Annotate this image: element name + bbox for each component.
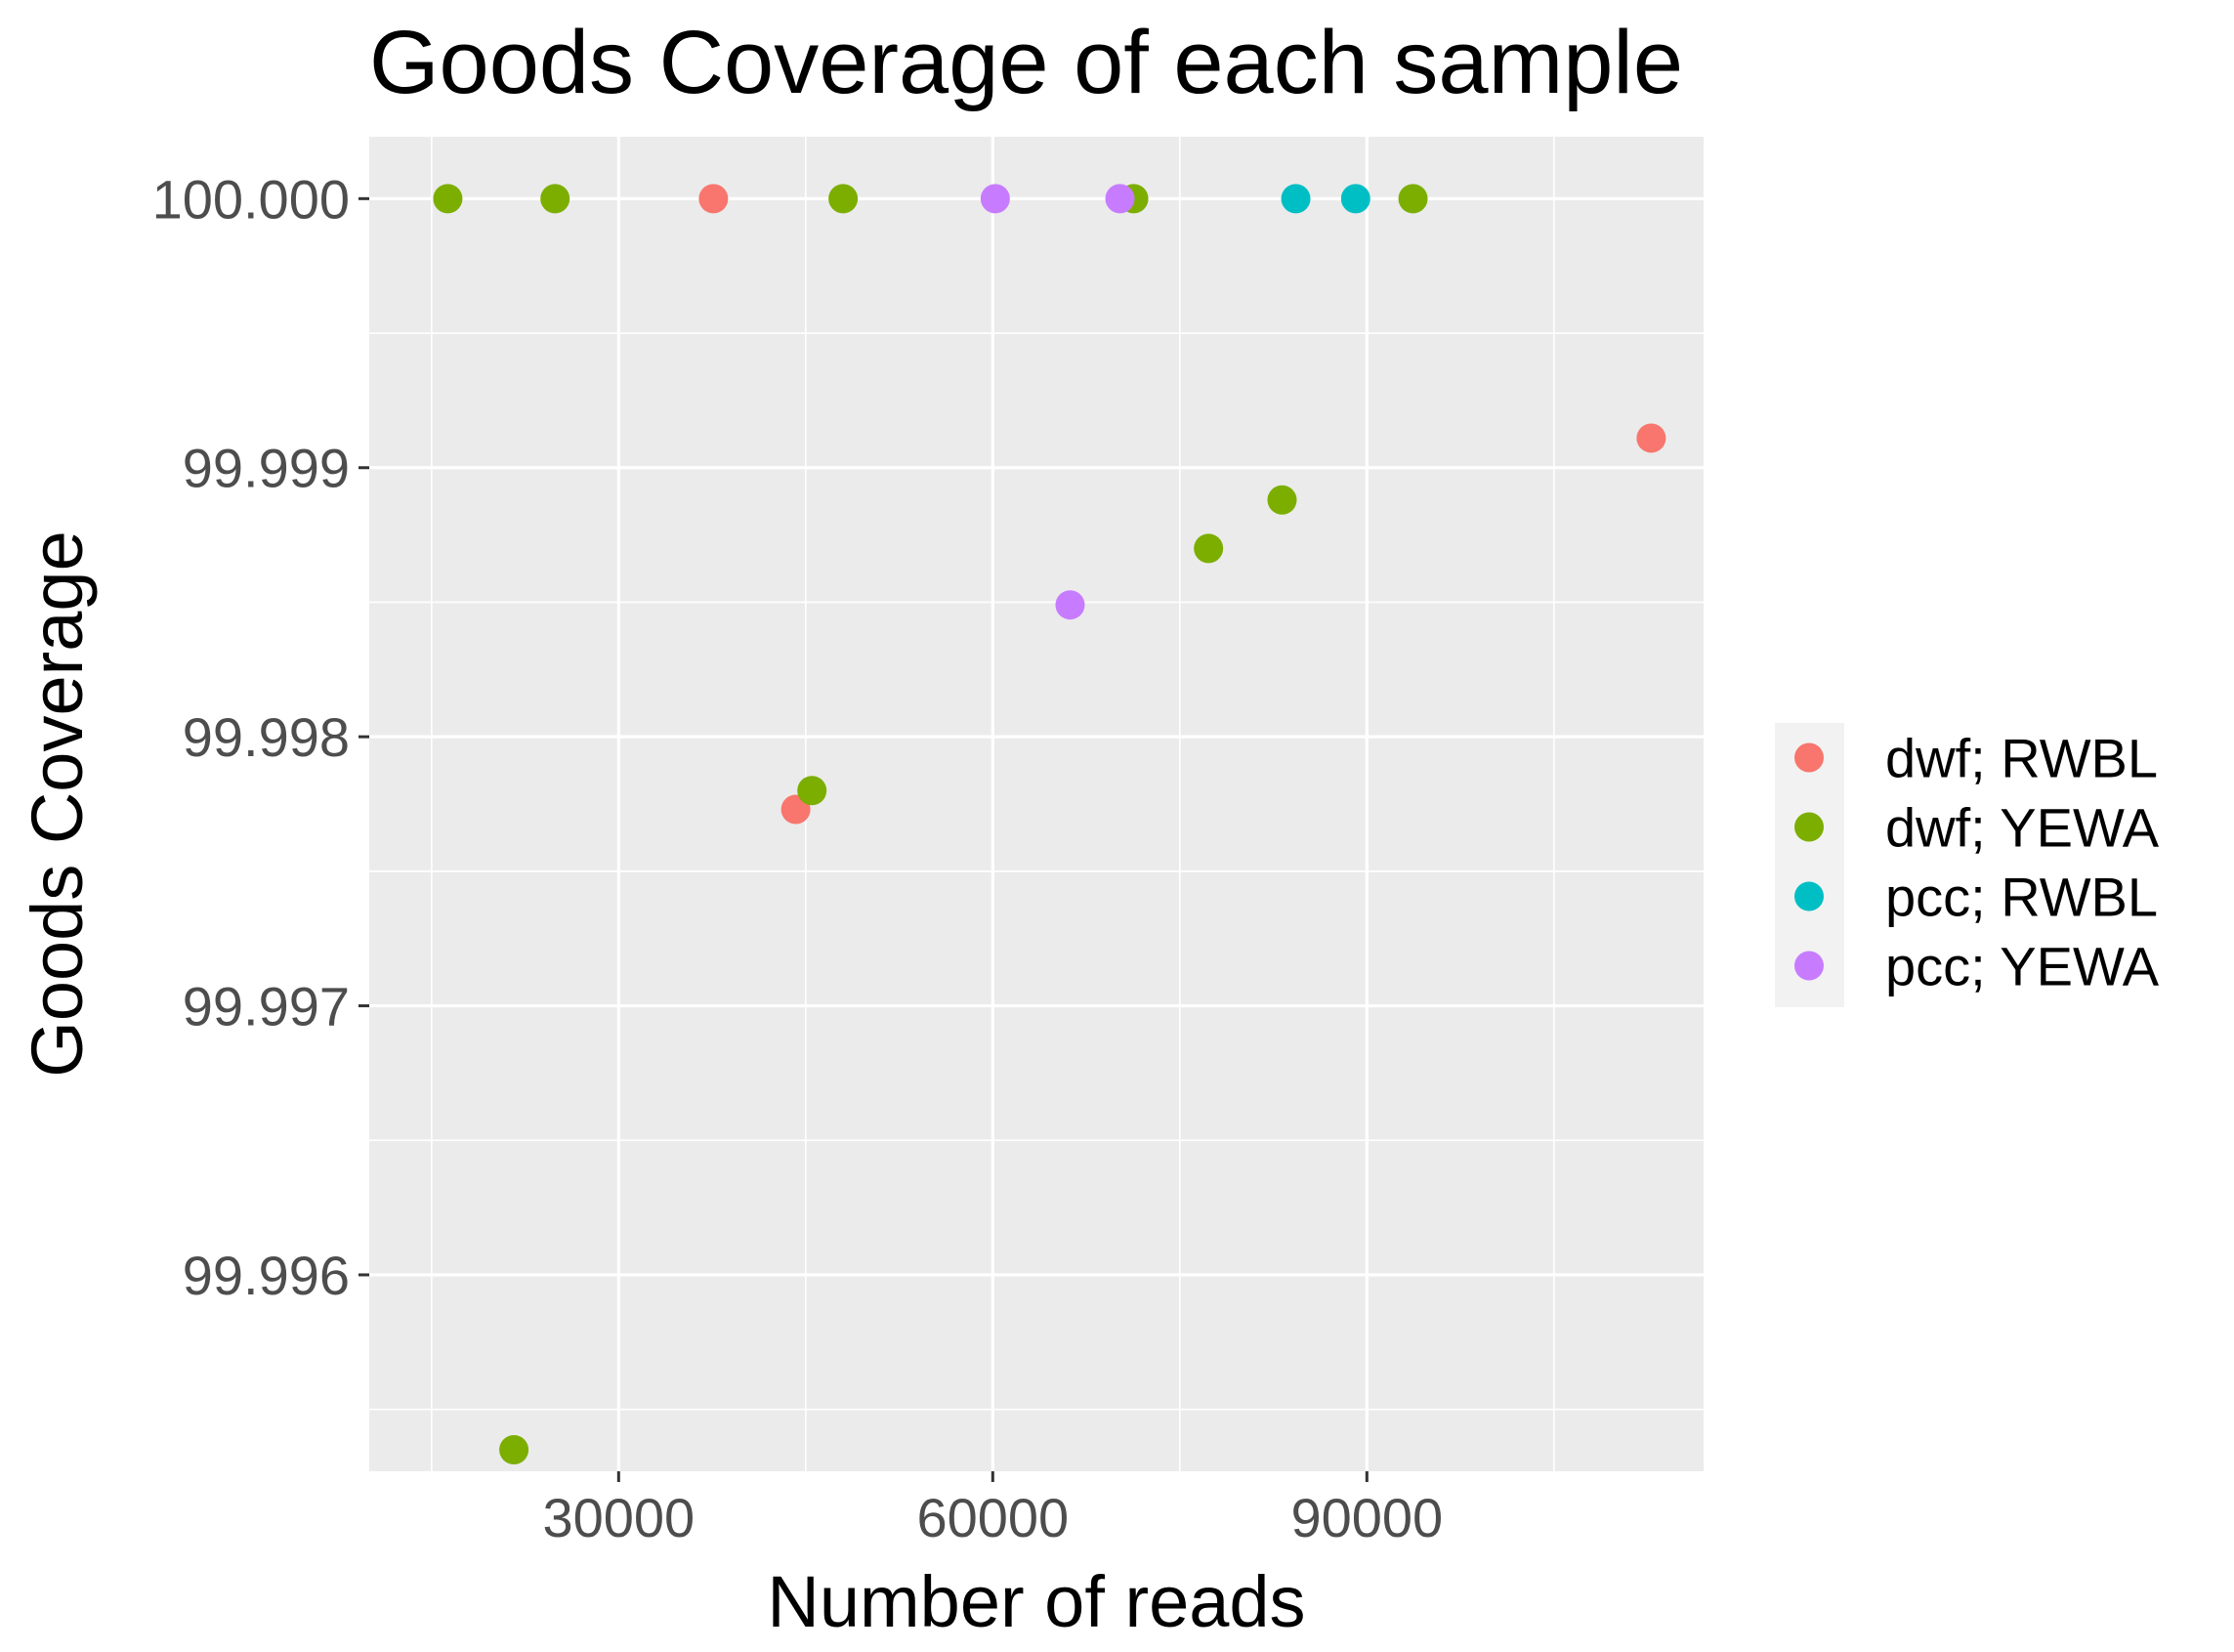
y-axis: 99.996 99.997 99.998 99.999 100.000 <box>152 168 369 1306</box>
data-point <box>698 184 729 214</box>
x-tick-label: 90000 <box>1290 1487 1443 1548</box>
data-point <box>1105 184 1135 214</box>
legend-label: pcc; YEWA <box>1885 936 2160 997</box>
legend-label: dwf; YEWA <box>1885 797 2160 859</box>
legend-key <box>1794 742 1824 773</box>
y-tick-label: 99.997 <box>183 976 350 1038</box>
minor-gridlines <box>369 137 1704 1471</box>
y-tick-label: 99.996 <box>183 1245 350 1306</box>
legend: dwf; RWBL dwf; YEWA pcc; RWBL pcc; YEWA <box>1775 723 2160 1007</box>
y-tick-label: 100.000 <box>152 168 350 230</box>
x-tick-label: 30000 <box>542 1487 695 1548</box>
data-point <box>1055 590 1085 620</box>
data-points <box>433 184 1666 1464</box>
legend-key <box>1794 812 1824 842</box>
data-point <box>1267 485 1297 515</box>
x-axis-title: Number of reads <box>767 1561 1305 1642</box>
data-point <box>1398 184 1428 214</box>
legend-label: pcc; RWBL <box>1885 867 2158 928</box>
legend-label: dwf; RWBL <box>1885 728 2158 789</box>
chart-title: Goods Coverage of each sample <box>369 13 1683 112</box>
data-point <box>980 184 1010 214</box>
data-point <box>540 184 570 214</box>
data-point <box>1636 423 1666 453</box>
plot-panel <box>369 137 1704 1471</box>
data-point <box>1340 184 1370 214</box>
x-tick-label: 60000 <box>916 1487 1069 1548</box>
y-axis-title: Goods Coverage <box>17 530 98 1077</box>
major-gridlines <box>369 137 1704 1471</box>
data-point <box>1281 184 1311 214</box>
x-axis: 30000 60000 90000 <box>542 1471 1443 1548</box>
data-point <box>433 184 463 214</box>
legend-key <box>1794 951 1824 981</box>
data-point <box>499 1434 529 1464</box>
y-tick-label: 99.998 <box>183 706 350 768</box>
data-point <box>797 776 827 806</box>
legend-key <box>1794 881 1824 911</box>
data-point <box>1194 533 1224 564</box>
data-point <box>828 184 859 214</box>
y-tick-label: 99.999 <box>183 438 350 499</box>
